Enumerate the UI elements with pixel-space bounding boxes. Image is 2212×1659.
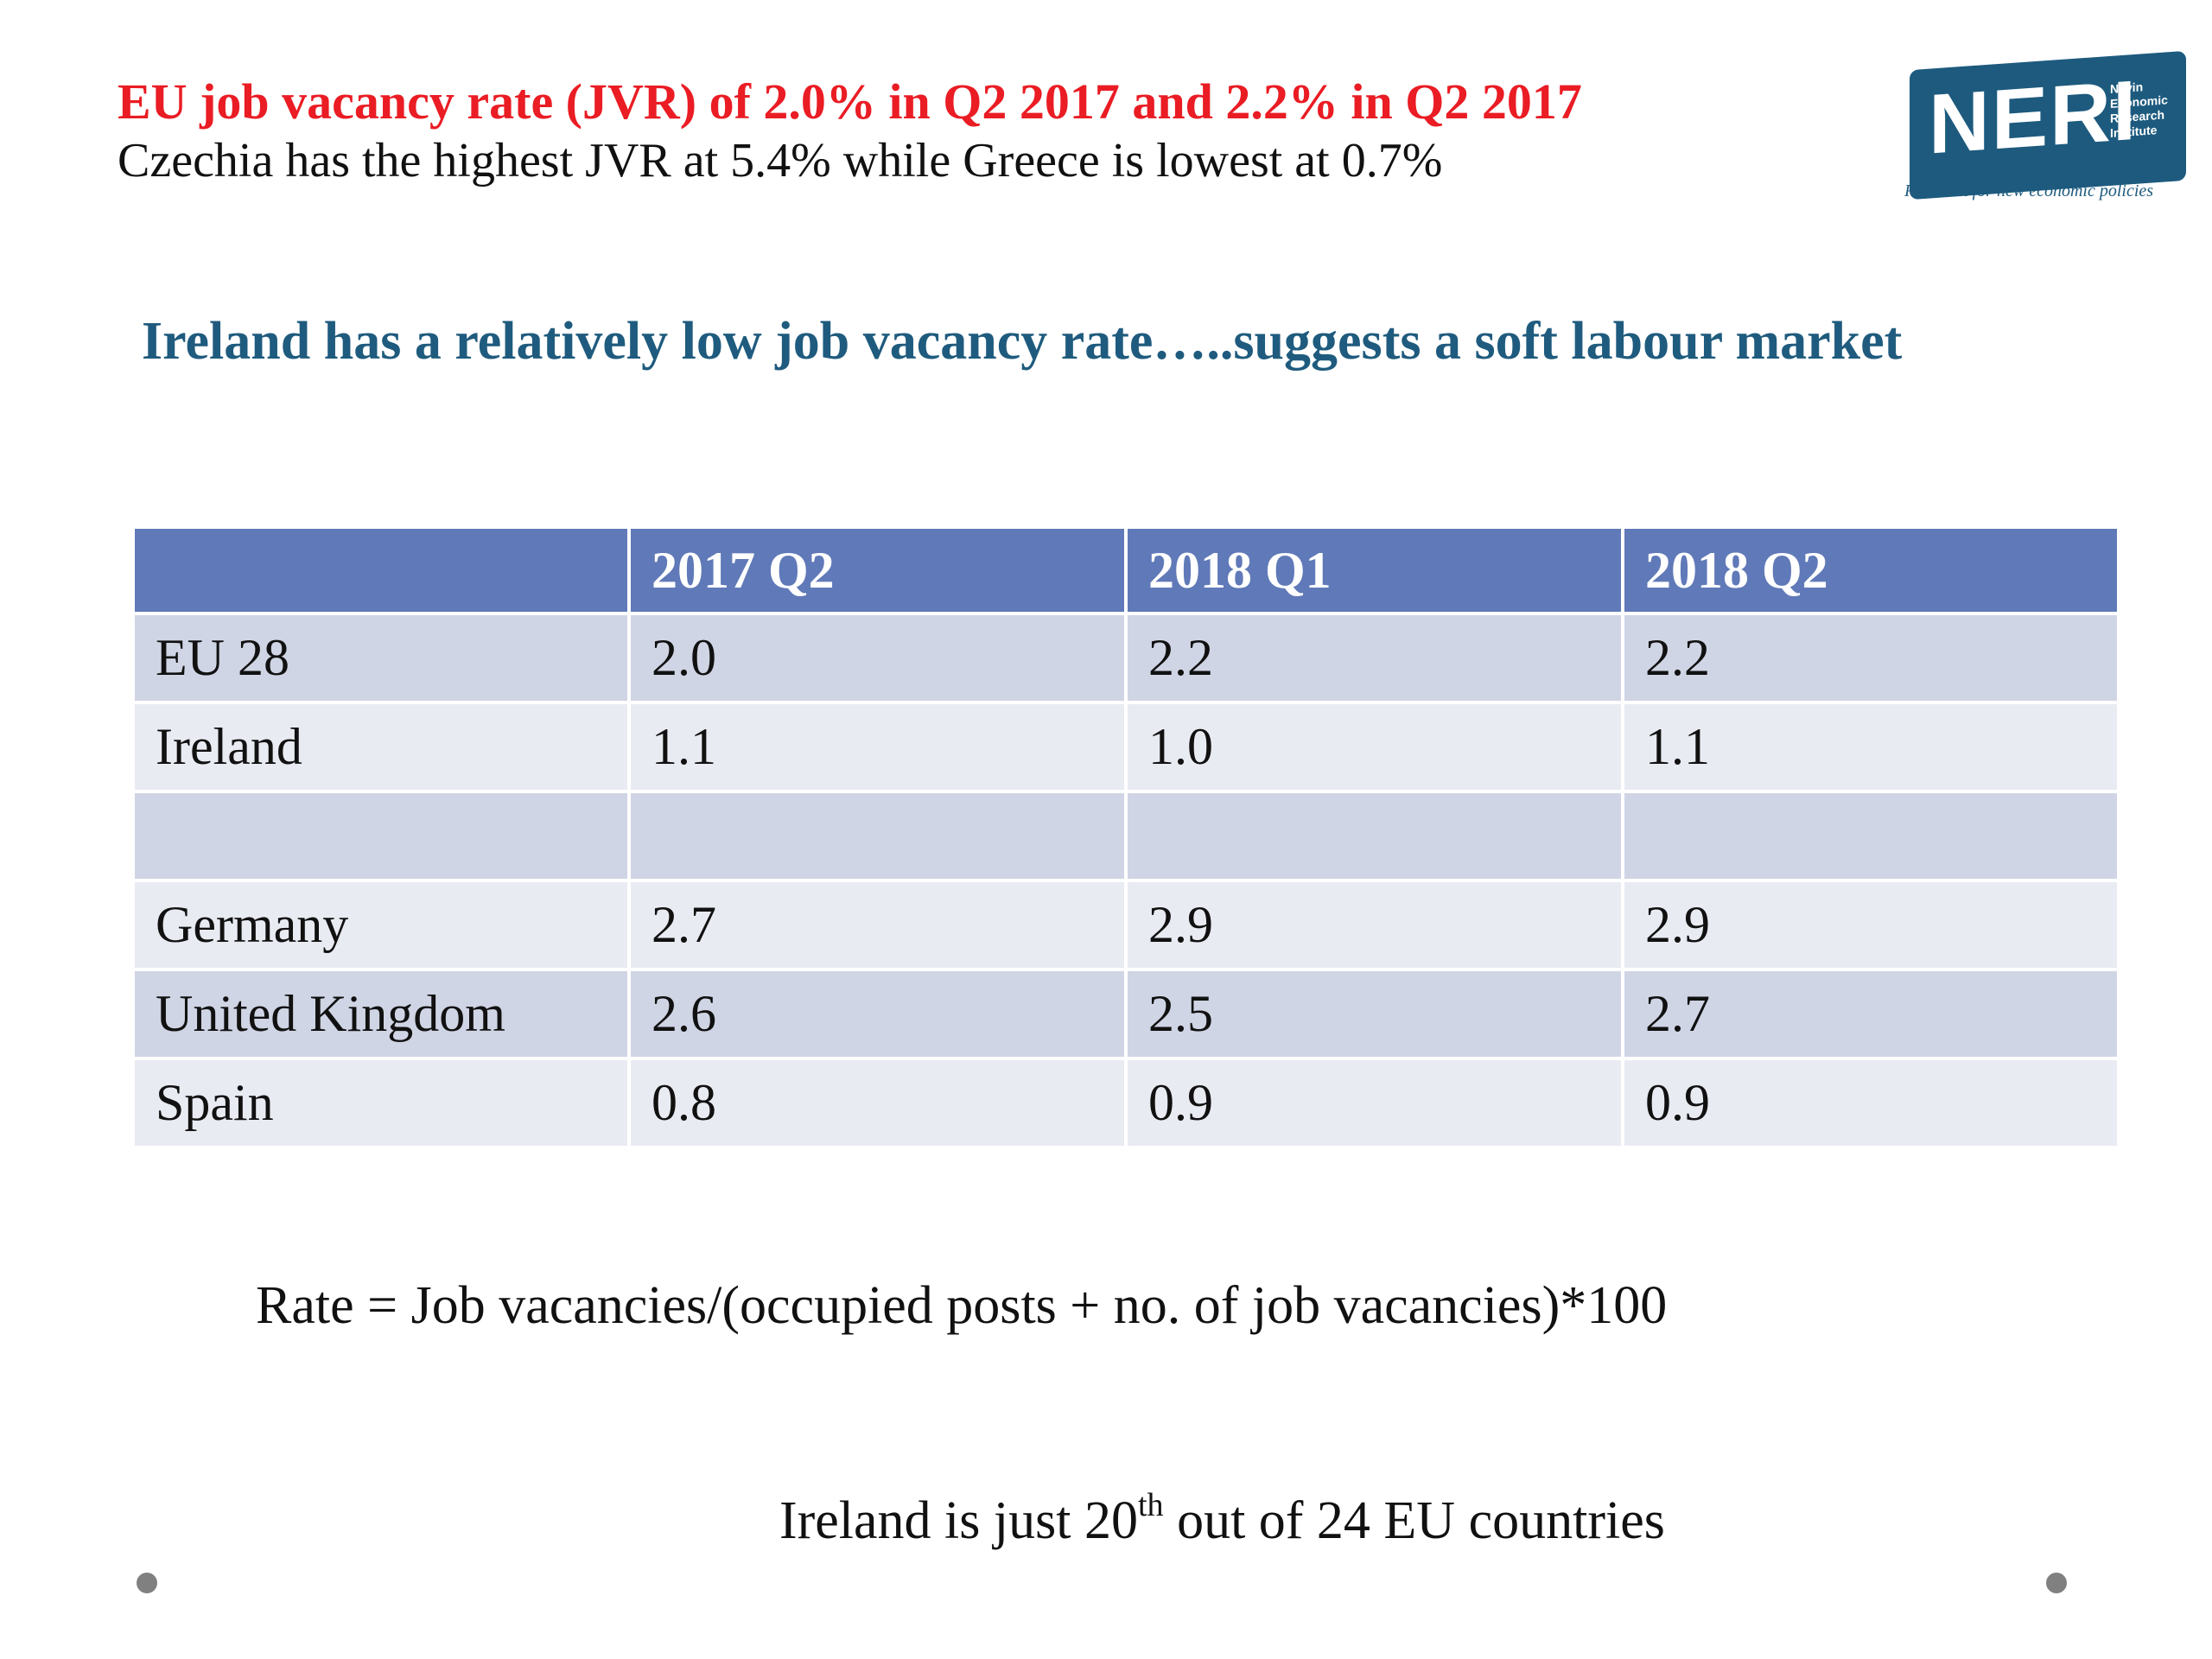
table-cell: 2.9 (1124, 879, 1624, 971)
ranking-note-end: out of 24 EU countries (1163, 1491, 1665, 1550)
vacancy-rate-table: 2017 Q2 2018 Q1 2018 Q2 EU 28 2.0 2.2 2.… (131, 525, 2120, 1149)
table-row: Spain 0.8 0.9 0.9 (131, 1057, 2120, 1149)
table-cell: 2.7 (1621, 968, 2120, 1060)
table-cell: 2.0 (627, 612, 1128, 704)
table-header-cell: 2018 Q2 (1621, 525, 2120, 615)
table-cell (1621, 790, 2120, 882)
table-cell: 0.9 (1621, 1057, 2120, 1149)
table-cell: 1.0 (1124, 701, 1624, 793)
table-row (131, 790, 2120, 882)
table-cell: 1.1 (1621, 701, 2120, 793)
table-cell: 2.2 (1124, 612, 1624, 704)
table-header-row: 2017 Q2 2018 Q1 2018 Q2 (131, 525, 2120, 615)
headline-red: EU job vacancy rate (JVR) of 2.0% in Q2 … (118, 73, 1582, 130)
table-header-cell (131, 525, 631, 615)
table-row: United Kingdom 2.6 2.5 2.7 (131, 968, 2120, 1060)
neri-logo-word: NERI (1929, 61, 2139, 172)
rate-formula: Rate = Job vacancies/(occupied posts + n… (256, 1276, 1668, 1335)
table-cell: United Kingdom (131, 968, 631, 1060)
ranking-note: Ireland is just 20th out of 24 EU countr… (779, 1486, 1665, 1552)
table-cell: 2.5 (1124, 968, 1624, 1060)
ranking-note-start: Ireland is just 20 (779, 1491, 1138, 1550)
table-cell: Germany (131, 879, 631, 971)
logo-line-4: Institute (2110, 123, 2158, 140)
section-heading: Ireland has a relatively low job vacancy… (142, 312, 1903, 371)
table-cell: 0.8 (627, 1057, 1128, 1149)
table-cell: 2.6 (627, 968, 1128, 1060)
table-cell: 2.2 (1621, 612, 2120, 704)
table-cell: 2.9 (1621, 879, 2120, 971)
table-header-cell: 2018 Q1 (1124, 525, 1624, 615)
table-header-cell: 2017 Q2 (627, 525, 1128, 615)
table-row: Ireland 1.1 1.0 1.1 (131, 701, 2120, 793)
neri-logo-institute-name: Nevin Economic Research Institute (2110, 78, 2168, 141)
table-cell (131, 790, 631, 882)
corner-dot-right (2046, 1573, 2067, 1593)
table-cell: Ireland (131, 701, 631, 793)
table-row: EU 28 2.0 2.2 2.2 (131, 612, 2120, 704)
table-cell: 2.7 (627, 879, 1128, 971)
ranking-ordinal-suffix: th (1138, 1487, 1164, 1523)
table-cell (627, 790, 1128, 882)
headline-subtitle: Czechia has the highest JVR at 5.4% whil… (118, 134, 1443, 188)
table-cell: 0.9 (1124, 1057, 1624, 1149)
neri-logo-tagline: Research for new economic policies (1904, 181, 2154, 200)
corner-dot-left (137, 1573, 157, 1593)
table-cell: 1.1 (627, 701, 1128, 793)
neri-logo-box: NERI Nevin Economic Research Institute (1910, 50, 2186, 200)
table-row: Germany 2.7 2.9 2.9 (131, 879, 2120, 971)
table-cell: EU 28 (131, 612, 631, 704)
table-cell (1124, 790, 1624, 882)
table-cell: Spain (131, 1057, 631, 1149)
